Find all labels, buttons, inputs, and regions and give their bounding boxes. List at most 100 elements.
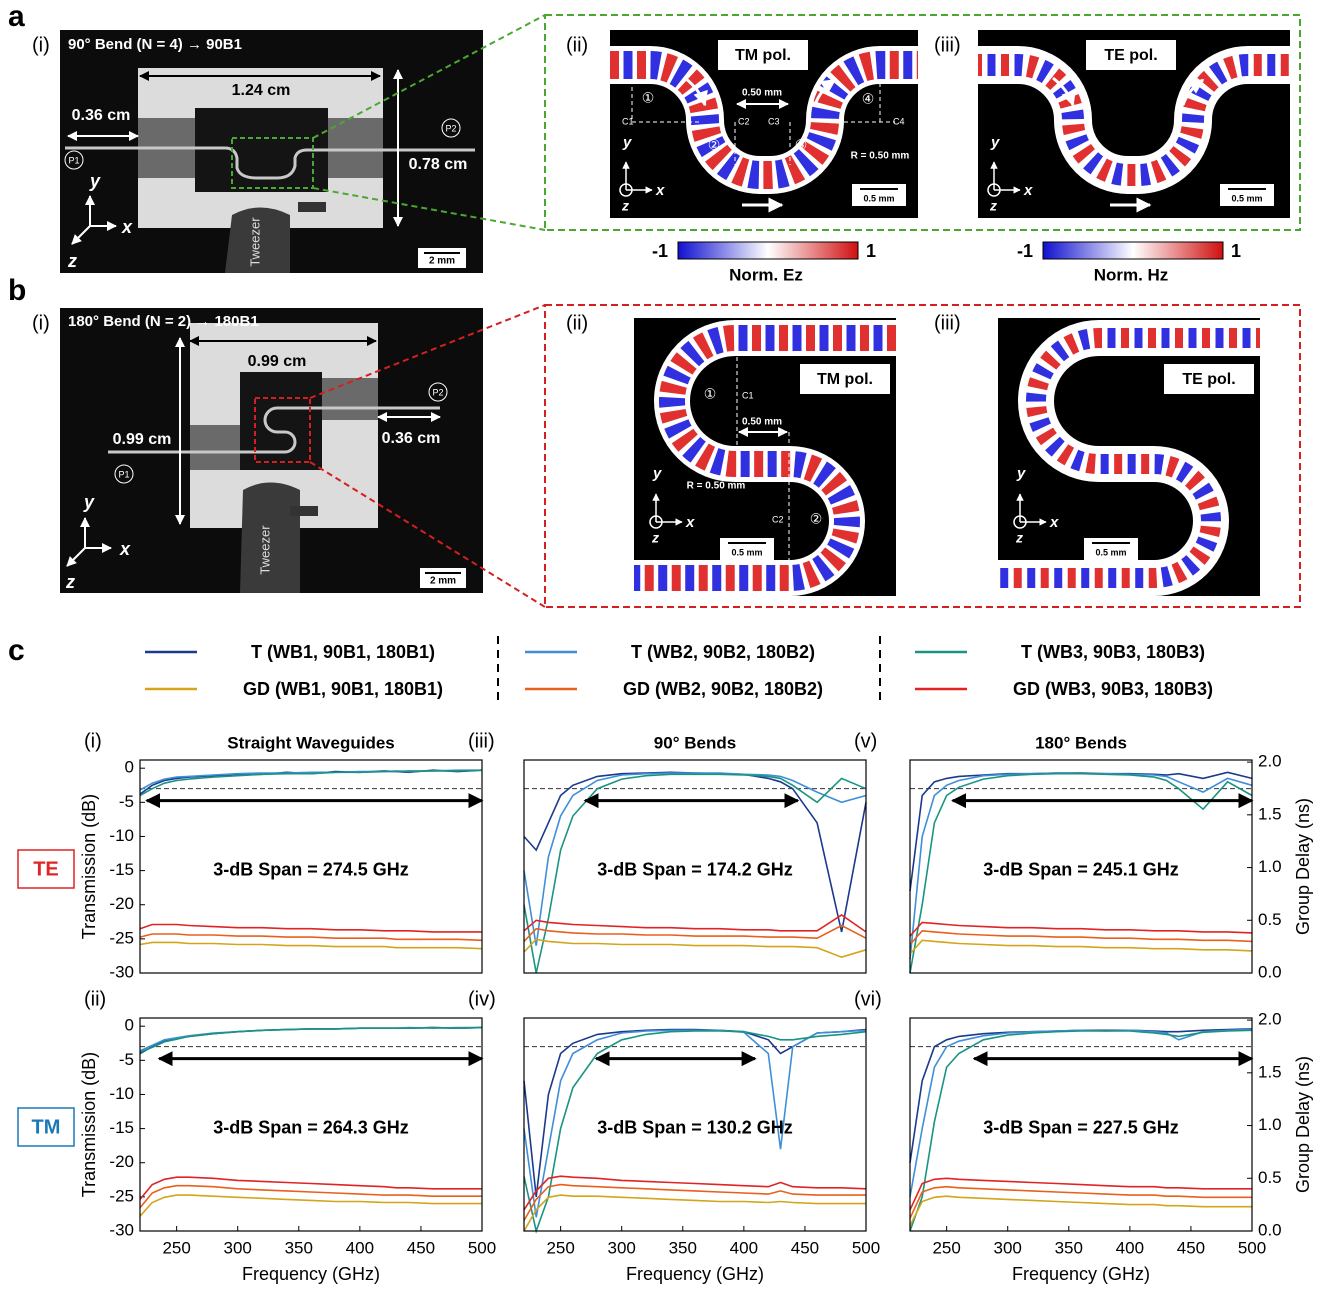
series-line <box>524 772 866 932</box>
axis-name: z <box>67 251 77 271</box>
span-annotation: 3-dB Span = 174.2 GHz <box>597 860 793 880</box>
y-tick-label: -10 <box>109 1084 134 1103</box>
y-tick-label: -20 <box>109 894 134 913</box>
x-tick-label: 450 <box>407 1238 435 1257</box>
dimension-label: 1.24 cm <box>232 82 291 99</box>
legend-label: GD (WB3, 90B3, 180B3) <box>1013 679 1213 699</box>
x-axis-label: Frequency (GHz) <box>626 1264 764 1284</box>
axis-name: x <box>119 539 131 559</box>
legend-label: GD (WB1, 90B1, 180B1) <box>243 679 443 699</box>
panel-letter: a <box>8 0 25 33</box>
body: { "axes": ["x", "y", "z"], "figure_a": {… <box>0 0 1327 1297</box>
chart: (iii) 90° Bends 3-dB Span = 174.2 GHz <box>468 730 866 973</box>
y-tick-label: -20 <box>109 1152 134 1171</box>
chart: (ii)Transmission (dB)Frequency (GHz)0-5-… <box>79 988 496 1283</box>
radius-label: R = 0.50 mm <box>851 151 910 162</box>
axis-name: y <box>652 465 662 482</box>
dimension-label: 0.50 mm <box>742 417 782 428</box>
span-annotation: 3-dB Span = 227.5 GHz <box>983 1118 1179 1138</box>
x-tick-label: 250 <box>932 1238 960 1257</box>
y-tick-label: -5 <box>119 792 134 811</box>
polarization-label: TE pol. <box>1104 47 1157 64</box>
scale-label: 0.5 mm <box>863 193 894 203</box>
series-line <box>524 939 866 957</box>
photo-title: 180° Bend (N = 2) → 180B1 <box>68 313 259 330</box>
chart-title: 90° Bends <box>654 733 736 752</box>
x-tick-label: 500 <box>852 1238 880 1257</box>
scale-label: 0.5 mm <box>1095 547 1126 557</box>
x-tick-label: 500 <box>1238 1238 1266 1257</box>
y-tick-label: -15 <box>109 1118 134 1137</box>
scale-label: 2 mm <box>430 576 456 587</box>
corner-label: C4 <box>893 116 905 126</box>
y2-tick-label: 1.0 <box>1258 1115 1282 1134</box>
series-line <box>524 1176 866 1210</box>
dimension-label: 0.99 cm <box>113 431 172 448</box>
colorbar-max: 1 <box>866 241 876 261</box>
y-tick-label: -25 <box>109 1186 134 1205</box>
polarization-label: TE pol. <box>1182 371 1235 388</box>
series-line <box>140 1028 482 1053</box>
span-annotation: 3-dB Span = 274.5 GHz <box>213 860 409 880</box>
series-line <box>140 1028 482 1051</box>
field-map: 0.50 mm R = 0.50 mm C1 C2 ① ② TM pol. 0.… <box>634 318 896 596</box>
x-tick-label: 300 <box>224 1238 252 1257</box>
series-line <box>524 926 866 942</box>
x-tick-label: 450 <box>791 1238 819 1257</box>
x-tick-label: 250 <box>162 1238 190 1257</box>
colorbar <box>1043 242 1223 259</box>
y-axis-label: Transmission (dB) <box>79 794 99 939</box>
x-axis-label: Frequency (GHz) <box>1012 1264 1150 1284</box>
chip-mark <box>290 506 318 516</box>
segment-label: ③ <box>795 137 808 153</box>
polarization-label: TM pol. <box>735 47 791 64</box>
series-line <box>910 1030 1252 1197</box>
x-tick-label: 350 <box>285 1238 313 1257</box>
panel-label: (iii) <box>468 730 495 752</box>
corner-label: C2 <box>738 116 750 126</box>
y2-axis-label: Group Delay (ns) <box>1293 1056 1313 1193</box>
radius-label: R = 0.50 mm <box>687 481 746 492</box>
y-axis-label: Transmission (dB) <box>79 1052 99 1197</box>
x-tick-label: 400 <box>346 1238 374 1257</box>
axis-name: y <box>990 134 1000 151</box>
chart-title: 180° Bends <box>1035 733 1127 752</box>
panel-label: (iii) <box>934 312 961 334</box>
chart-title: Straight Waveguides <box>227 733 395 752</box>
axis-name: x <box>1049 514 1059 531</box>
panel-label: (vi) <box>854 988 882 1010</box>
corner-label: C3 <box>768 116 780 126</box>
panel-label: (i) <box>32 312 50 334</box>
legend-label: GD (WB2, 90B2, 180B2) <box>623 679 823 699</box>
y-tick-label: -25 <box>109 928 134 947</box>
panel-label: (ii) <box>566 34 588 56</box>
y-tick-label: -30 <box>109 962 134 981</box>
colorbar-min: -1 <box>1017 241 1033 261</box>
axis-name: z <box>989 198 997 214</box>
y2-tick-label: 2.0 <box>1258 1010 1282 1029</box>
segment-label: ① <box>704 386 717 402</box>
x-tick-label: 350 <box>669 1238 697 1257</box>
legend-label: T (WB3, 90B3, 180B3) <box>1021 642 1205 662</box>
panel-label: (iii) <box>934 34 961 56</box>
photo-title: 90° Bend (N = 4) → 90B1 <box>68 36 242 53</box>
y2-tick-label: 2.0 <box>1258 752 1282 771</box>
port-label: P2 <box>432 387 443 397</box>
colorbar-max: 1 <box>1231 241 1241 261</box>
dimension-label: 0.36 cm <box>72 107 131 124</box>
span-annotation: 3-dB Span = 130.2 GHz <box>597 1118 793 1138</box>
port-label: P1 <box>118 469 129 479</box>
series-line <box>910 1029 1252 1163</box>
series-line <box>910 1178 1252 1210</box>
series-line <box>140 1028 482 1054</box>
x-tick-label: 400 <box>730 1238 758 1257</box>
panel-label: (v) <box>854 730 877 752</box>
corner-label: C2 <box>772 514 784 524</box>
port-label: P1 <box>68 155 79 165</box>
series-line <box>140 1195 482 1216</box>
x-tick-label: 250 <box>546 1238 574 1257</box>
polarization-label: TM pol. <box>817 371 873 388</box>
axis-name: y <box>89 171 101 191</box>
panel-letter: c <box>8 634 25 667</box>
